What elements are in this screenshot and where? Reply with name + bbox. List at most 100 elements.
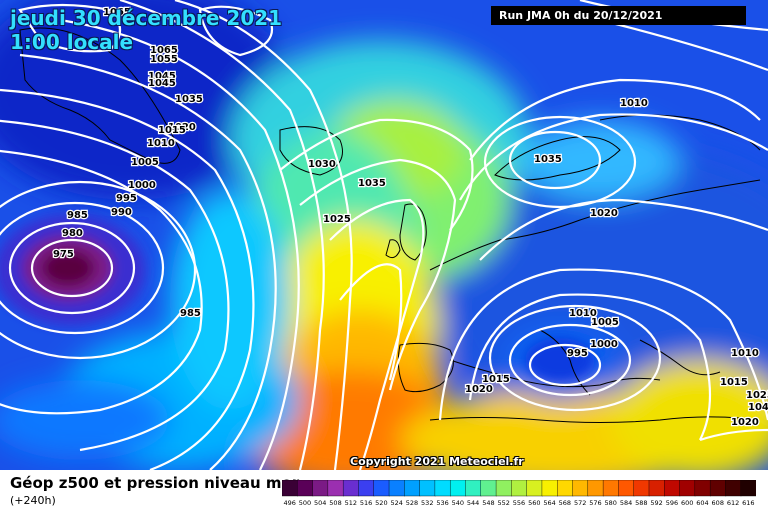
legend-tick-label: 516: [360, 499, 372, 507]
legend-swatch: [449, 480, 467, 497]
legend-tick-label: 528: [406, 499, 418, 507]
chart-title: Géop z500 et pression niveau mer: [10, 474, 300, 492]
legend-tick-label: 552: [497, 499, 509, 507]
isobar: [479, 198, 768, 261]
isobar: [299, 158, 457, 391]
legend-swatch: [404, 480, 421, 497]
isobar-label: 1045: [148, 71, 176, 82]
run-info-badge: Run JMA 0h du 20/12/2021: [491, 6, 746, 25]
low-center-isobar: [528, 343, 602, 387]
legend-tick-label: 524: [390, 499, 402, 507]
legend-tick-label: 504: [314, 499, 326, 507]
legend-tick-label: 592: [650, 499, 662, 507]
legend-tick-label: 556: [513, 499, 525, 507]
footer-bar: Géop z500 et pression niveau mer (+240h)…: [0, 470, 768, 512]
isobar-label: 995: [116, 193, 137, 204]
isobar-label: 980: [62, 228, 83, 239]
legend-swatch: [648, 480, 665, 497]
legend-swatch: [297, 480, 314, 497]
legend-tick-label: 496: [283, 499, 295, 507]
legend-swatch: [495, 480, 513, 497]
isobar-label: 1010: [569, 308, 597, 319]
isobar-label: 1025: [746, 390, 768, 401]
legend-tick-label: 600: [681, 499, 693, 507]
isobar: [508, 130, 602, 190]
isobar: [19, 53, 277, 470]
legend-tick-label: 540: [452, 499, 464, 507]
isobar: [0, 119, 230, 452]
isobar-label: 1020: [168, 122, 196, 133]
isobar-label: 975: [53, 249, 74, 260]
isobar-label: 1000: [128, 180, 156, 191]
legend-swatch: [312, 480, 329, 497]
isobars: [0, 0, 768, 470]
legend-tick-label: 572: [574, 499, 586, 507]
legend-swatch: [679, 480, 696, 497]
isobar: [599, 18, 768, 72]
legend-tick-label: 512: [345, 499, 357, 507]
legend-swatch: [282, 480, 298, 497]
isobar-label: 985: [180, 308, 201, 319]
legend-swatch: [572, 480, 589, 497]
isobar: [0, 88, 255, 470]
color-legend: 496 500 504 508 512 516 520 524 528 532 536 540 544 5…: [282, 480, 756, 507]
legend-tick-label: 500: [299, 499, 311, 507]
isobar-label: 1015: [158, 125, 186, 136]
isobar-label: 1000: [590, 339, 618, 350]
copyright-notice: Copyright 2021 Meteociel.fr: [350, 455, 524, 468]
isobar-label: 1020: [590, 208, 618, 219]
isobar-label: 1020: [731, 417, 759, 428]
legend-tick-label: 544: [467, 499, 479, 507]
isobar: [119, 0, 325, 470]
isobar-label: 1010: [731, 348, 759, 359]
legend-tick-label: 584: [620, 499, 632, 507]
legend-swatch: [388, 480, 406, 497]
isobar: [468, 293, 712, 441]
isobar: [174, 0, 353, 470]
isobar-label: 1010: [620, 98, 648, 109]
isobar-label: 1035: [175, 94, 203, 105]
isobar: [483, 115, 637, 209]
map-canvas: 1065106510551045104510351020101510101005…: [0, 0, 768, 470]
isobar-label: 1055: [150, 54, 178, 65]
legend-swatch: [725, 480, 742, 497]
isobar: [459, 113, 768, 201]
isobar: [508, 323, 632, 397]
isobar: [198, 5, 273, 57]
legend-tick-label: 612: [727, 499, 739, 507]
legend-tick-label: 616: [742, 499, 754, 507]
legend-swatch: [342, 480, 360, 497]
isobar: [0, 149, 203, 415]
forecast-time: 1:00 locale: [10, 30, 134, 54]
legend-tick-label: 520: [375, 499, 387, 507]
isobar: [59, 18, 300, 470]
legend-swatch: [694, 480, 711, 497]
isobar: [329, 198, 425, 470]
legend-swatch: [541, 480, 558, 497]
isobar-label: 1010: [147, 138, 175, 149]
legend-tick-label: 532: [421, 499, 433, 507]
legend-tick-label: 568: [559, 499, 571, 507]
isobar: [279, 118, 474, 231]
legend-tick-label: 576: [589, 499, 601, 507]
isobar-label: 995: [567, 348, 588, 359]
isobar-label: 1015: [720, 377, 748, 388]
legend-swatch: [709, 480, 727, 497]
legend-tick-label: 588: [635, 499, 647, 507]
geopotential-field: [0, 0, 768, 470]
isobar-label: 1005: [591, 317, 619, 328]
forecast-lead-time: (+240h): [10, 494, 56, 507]
isobar: [699, 428, 768, 442]
legend-swatch: [327, 480, 344, 497]
legend-swatch: [587, 480, 604, 497]
legend-swatch: [526, 480, 543, 497]
isobar: [0, 201, 165, 335]
legend-tick-label: 596: [666, 499, 678, 507]
isobar-labels: 1065106510551045104510351020101510101005…: [52, 6, 768, 430]
isobar-label: 1035: [534, 154, 562, 165]
isobar: [18, 3, 122, 53]
isobar-label: 1020: [465, 384, 493, 395]
isobar-label: 985: [67, 210, 88, 221]
low-center-isobar: [30, 238, 114, 298]
